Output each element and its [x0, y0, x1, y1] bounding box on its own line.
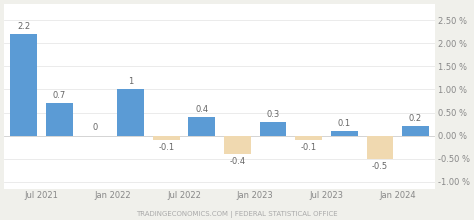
- Bar: [189, 117, 215, 136]
- Text: -0.1: -0.1: [301, 143, 317, 152]
- Text: 1: 1: [128, 77, 133, 86]
- Text: 0.2: 0.2: [409, 114, 422, 123]
- Text: -0.4: -0.4: [229, 157, 246, 166]
- Text: 0.4: 0.4: [195, 105, 209, 114]
- Bar: [10, 34, 37, 136]
- Text: -0.1: -0.1: [158, 143, 174, 152]
- Text: 2.2: 2.2: [17, 22, 30, 31]
- Bar: [402, 126, 429, 136]
- Bar: [366, 136, 393, 159]
- Text: -0.5: -0.5: [372, 162, 388, 171]
- Bar: [153, 136, 180, 140]
- Bar: [260, 122, 286, 136]
- Bar: [117, 90, 144, 136]
- Text: 0.3: 0.3: [266, 110, 280, 119]
- Bar: [295, 136, 322, 140]
- Text: 0: 0: [92, 123, 98, 132]
- Bar: [46, 103, 73, 136]
- Bar: [224, 136, 251, 154]
- Bar: [331, 131, 357, 136]
- Text: 0.1: 0.1: [337, 119, 351, 128]
- Text: 0.7: 0.7: [53, 91, 66, 100]
- Text: TRADINGECONOMICS.COM | FEDERAL STATISTICAL OFFICE: TRADINGECONOMICS.COM | FEDERAL STATISTIC…: [136, 211, 338, 218]
